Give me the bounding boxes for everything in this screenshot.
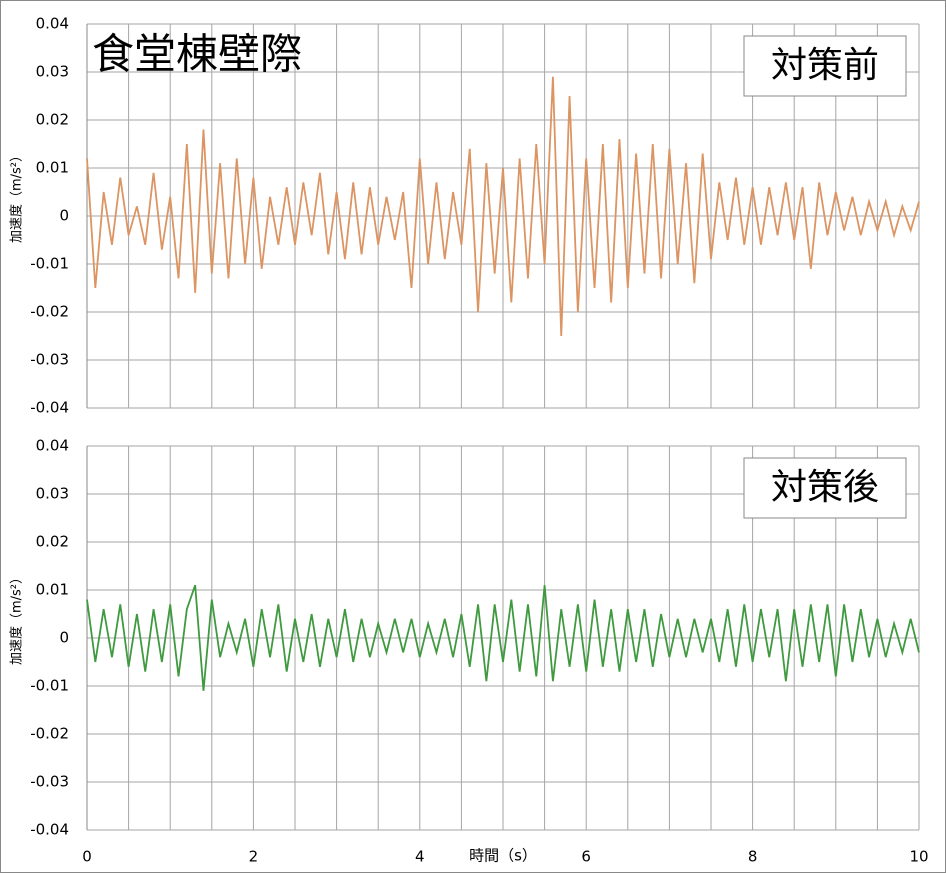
- y-tick-label: 0.01: [36, 581, 69, 599]
- y-tick-label: 0.04: [36, 437, 69, 455]
- annotation-box: [743, 457, 907, 519]
- y-tick-label: -0.01: [30, 255, 69, 273]
- y-tick-label: -0.04: [30, 821, 69, 839]
- x-tick-label: 6: [581, 848, 591, 866]
- y-tick-label: 0.03: [36, 485, 69, 503]
- annotation: 対策後: [771, 467, 879, 508]
- annotation: 対策前: [771, 45, 879, 86]
- y-tick-label: -0.03: [30, 351, 69, 369]
- x-tick-label: 2: [249, 848, 259, 866]
- x-tick-label: 10: [909, 848, 928, 866]
- y-axis-label: 加速度（m/s²）: [9, 571, 25, 665]
- y-tick-label: -0.04: [30, 399, 69, 417]
- y-tick-label: -0.03: [30, 773, 69, 791]
- y-tick-label: 0: [59, 629, 69, 647]
- y-tick-label: -0.01: [30, 677, 69, 695]
- chart-title: 食堂棟壁際: [92, 30, 302, 79]
- y-tick-label: 0.01: [36, 159, 69, 177]
- x-tick-label: 8: [748, 848, 758, 866]
- x-tick-label: 4: [415, 848, 425, 866]
- y-tick-label: 0.04: [36, 15, 69, 33]
- x-tick-label: 0: [82, 848, 92, 866]
- annotation-box: [743, 35, 907, 97]
- data-line: [86, 584, 920, 691]
- y-tick-label: 0.03: [36, 63, 69, 81]
- y-tick-label: 0.02: [36, 111, 69, 129]
- x-axis-label: 時間（s）: [469, 847, 537, 865]
- y-tick-label: 0.02: [36, 533, 69, 551]
- y-tick-label: -0.02: [30, 725, 69, 743]
- data-line: [86, 76, 920, 337]
- y-tick-label: -0.02: [30, 303, 69, 321]
- y-axis-label: 加速度（m/s²）: [9, 149, 25, 243]
- y-tick-label: 0: [59, 207, 69, 225]
